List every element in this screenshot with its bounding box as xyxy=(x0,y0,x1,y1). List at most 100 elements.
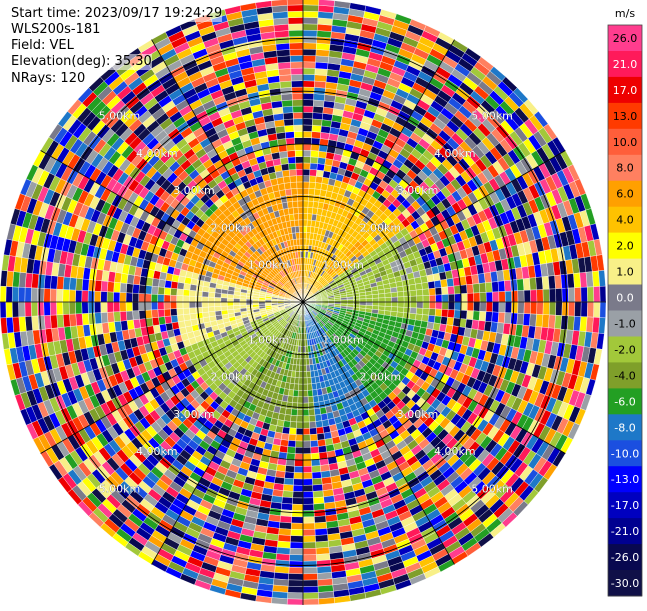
radar-gate xyxy=(448,294,455,302)
radar-gate xyxy=(253,304,260,307)
radar-gate xyxy=(317,560,331,567)
radar-gate xyxy=(416,289,423,296)
radar-gate xyxy=(429,295,436,302)
radar-gate xyxy=(313,113,323,120)
radar-gate xyxy=(315,528,328,535)
radar-gate xyxy=(311,150,319,157)
radar-gate xyxy=(56,289,63,302)
radar-gate xyxy=(562,288,569,302)
radar-gate xyxy=(542,315,549,328)
radar-gate xyxy=(303,372,307,378)
radar-gate xyxy=(145,294,152,302)
radar-gate xyxy=(423,302,430,309)
radar-gate xyxy=(397,286,404,292)
radar-gate xyxy=(410,290,417,296)
radar-gate xyxy=(303,441,311,448)
radar-gate xyxy=(397,307,404,313)
radar-gate xyxy=(281,433,289,440)
radar-gate xyxy=(50,302,57,315)
radar-gate xyxy=(303,409,309,415)
radar-gate xyxy=(410,296,416,302)
radar-gate xyxy=(281,510,293,517)
radar-gate xyxy=(311,453,320,460)
radar-gate xyxy=(164,302,171,309)
radar-gate xyxy=(303,542,316,549)
radar-gate xyxy=(285,466,294,473)
radar-gate xyxy=(303,112,313,119)
radar-gate xyxy=(279,528,292,535)
radar-gate xyxy=(303,30,317,37)
radar-gate xyxy=(31,302,38,316)
radar-gate xyxy=(303,43,317,50)
radar-gate xyxy=(221,298,227,302)
radar-gate xyxy=(518,290,525,302)
radar-gate xyxy=(461,293,468,302)
radar-gate xyxy=(38,274,45,288)
radar-gate xyxy=(524,290,531,302)
radar-gate xyxy=(309,188,315,195)
radar-gate xyxy=(303,239,306,245)
radar-gate xyxy=(312,478,322,485)
radar-gate xyxy=(309,422,316,429)
radar-gate xyxy=(101,312,108,323)
radar-gate xyxy=(306,365,310,372)
radar-gate xyxy=(318,439,326,446)
radar-gate xyxy=(107,302,114,312)
radar-gate xyxy=(171,281,178,289)
radar-gate xyxy=(485,282,492,292)
radar-gate xyxy=(221,302,227,306)
radar-gate xyxy=(486,302,493,312)
radar-gate xyxy=(442,302,449,310)
radar-gate xyxy=(151,294,158,302)
radar-gate xyxy=(76,314,83,326)
radar-gate xyxy=(287,447,295,454)
radar-gate xyxy=(309,409,315,416)
radar-gate xyxy=(37,302,44,316)
radar-gate xyxy=(303,454,311,461)
radar-gate xyxy=(317,566,332,573)
radar-gate xyxy=(499,302,506,313)
radar-gate xyxy=(303,169,310,176)
radar-gate xyxy=(315,68,328,75)
radar-gate xyxy=(316,427,324,434)
radar-gate xyxy=(600,286,606,302)
radar-gate xyxy=(303,390,308,397)
radar-gate xyxy=(556,302,563,316)
radar-gate xyxy=(284,478,294,485)
radar-gate xyxy=(6,302,13,318)
radar-gate xyxy=(316,541,329,548)
radar-gate xyxy=(440,317,447,325)
radar-gate xyxy=(303,536,316,543)
radar-gate xyxy=(303,378,307,384)
radar-gate xyxy=(165,316,172,324)
radar-gate xyxy=(303,150,311,157)
radar-gate xyxy=(303,207,308,214)
radar-gate xyxy=(145,286,152,295)
radar-gate xyxy=(473,311,480,321)
radar-gate xyxy=(158,287,165,295)
radar-gate xyxy=(313,106,324,113)
radar-gate xyxy=(303,365,307,372)
radar-gate xyxy=(303,93,314,100)
radar-gate xyxy=(293,485,303,492)
radar-gate xyxy=(303,555,317,562)
radar-gate xyxy=(215,302,221,307)
radar-gate xyxy=(505,302,512,313)
radar-gate xyxy=(303,74,315,81)
radar-gate xyxy=(294,460,303,467)
radar-gate xyxy=(480,292,487,302)
radar-gate xyxy=(184,283,191,290)
radar-gate xyxy=(132,302,139,311)
radar-gate xyxy=(523,278,530,290)
radar-gate xyxy=(410,302,416,308)
radar-gate xyxy=(290,415,297,422)
radar-gate xyxy=(467,284,474,293)
radar-gate xyxy=(275,566,290,573)
radar-gate xyxy=(293,491,303,498)
radar-gate xyxy=(303,87,314,94)
radar-gate xyxy=(313,491,324,498)
radar-gate xyxy=(505,291,512,302)
radar-gate xyxy=(316,421,323,428)
radar-gate xyxy=(409,284,416,291)
radar-gate xyxy=(290,542,303,549)
